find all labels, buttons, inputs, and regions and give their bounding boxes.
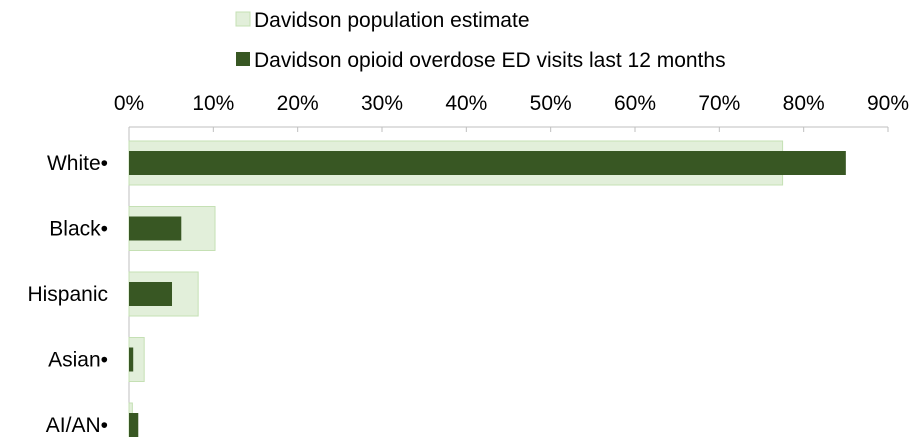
x-tick-label: 10%: [192, 92, 234, 115]
ed-visit-bar: [129, 347, 134, 372]
chart-legend: Davidson population estimate Davidson op…: [235, 9, 726, 72]
ed-visit-bar: [129, 216, 182, 241]
legend-label-ed-visits: Davidson opioid overdose ED visits last …: [254, 49, 726, 72]
ed-visit-bars: [129, 151, 846, 437]
x-axis: 0% 10% 20% 30% 40% 50% 60% 70% 80% 90%: [114, 92, 909, 132]
category-label: Asian•: [48, 349, 108, 372]
ed-visit-bar: [129, 282, 173, 306]
x-tick-label: 50%: [530, 92, 572, 115]
ed-visit-bar: [129, 151, 846, 175]
x-tick-label: 90%: [867, 92, 909, 115]
x-tick-label: 70%: [698, 92, 740, 115]
x-tick-label: 40%: [445, 92, 487, 115]
category-label: Hispanic: [27, 283, 108, 306]
category-label: Black•: [49, 218, 108, 241]
x-tick-label: 20%: [277, 92, 319, 115]
category-label: White•: [47, 152, 108, 175]
legend-swatch-ed-visits: [236, 52, 250, 66]
population-bars: [128, 140, 784, 437]
x-tick-label: 0%: [114, 92, 144, 115]
x-tick-label: 60%: [614, 92, 656, 115]
y-axis: White• Black• Hispanic Asian• AI/AN•: [27, 127, 130, 437]
legend-label-population: Davidson population estimate: [254, 9, 530, 32]
legend-swatch-population: [235, 11, 251, 27]
x-tick-label: 30%: [361, 92, 403, 115]
x-tick-label: 80%: [783, 92, 825, 115]
category-label: AI/AN•: [46, 414, 108, 437]
ed-visit-bar: [129, 413, 139, 437]
